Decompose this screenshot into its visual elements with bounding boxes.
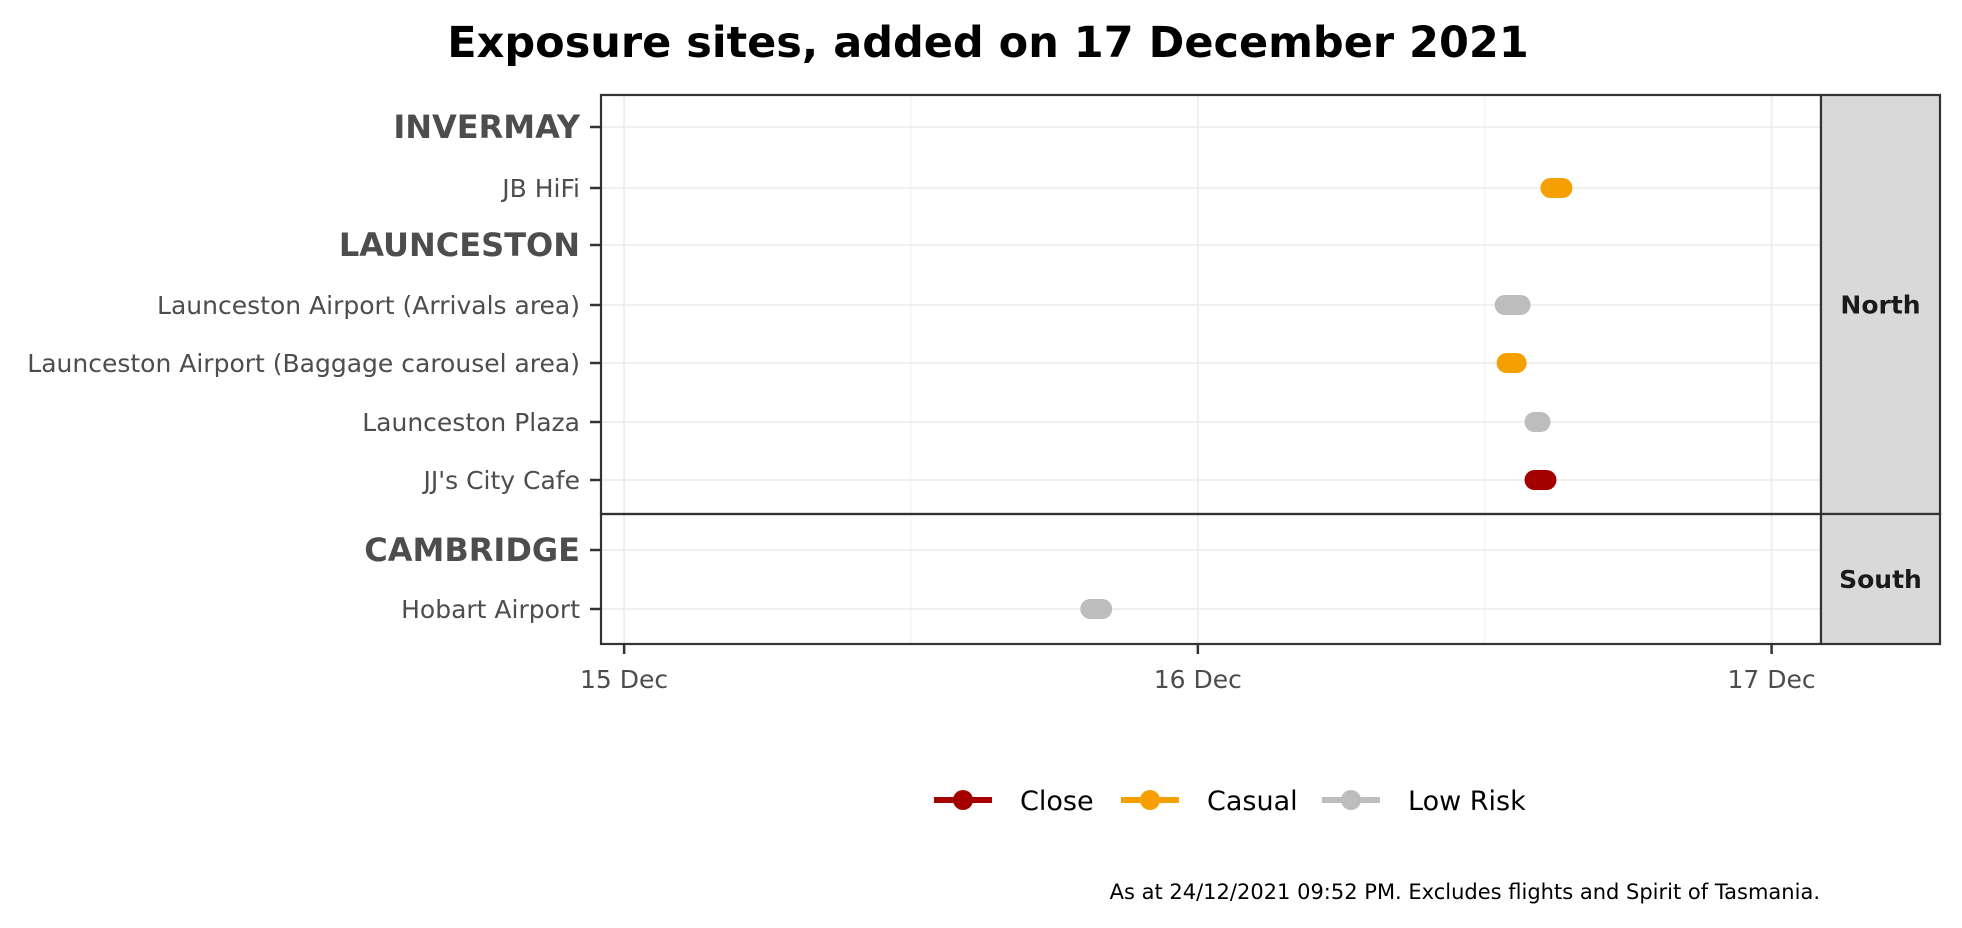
site-label-jb-hifi: JB HiFi [500, 174, 580, 203]
suburb-label-invermay: INVERMAY [393, 108, 581, 146]
facet-label-south: South [1839, 565, 1922, 594]
site-label-launceston-plaza: Launceston Plaza [362, 408, 580, 437]
y-axis: INVERMAY JB HiFi LAUNCESTON Launceston Airp… [27, 108, 600, 624]
legend-label-low-risk: Low Risk [1408, 786, 1526, 817]
legend-label-close: Close [1020, 786, 1094, 817]
facet-label-north: North [1840, 291, 1920, 320]
suburb-label-launceston: LAUNCESTON [339, 226, 580, 264]
site-label-launceston-airport-baggage-carousel-area: Launceston Airport (Baggage carousel are… [27, 349, 580, 378]
data-marks [1080, 178, 1573, 619]
legend-key-point-low-risk [1341, 790, 1361, 810]
facet-strip-south [1819, 512, 1942, 646]
chart-caption: As at 24/12/2021 09:52 PM. Excludes flig… [1110, 880, 1820, 904]
gridlines [601, 95, 1821, 644]
legend-key-point-casual [1140, 790, 1160, 810]
chart-title: Exposure sites, added on 17 December 202… [447, 18, 1528, 68]
legend: Close Casual Low Risk [934, 786, 1526, 817]
legend-label-casual: Casual [1207, 786, 1298, 817]
legend-key-point-close [953, 790, 973, 810]
x-tick-label-15-dec: 15 Dec [580, 665, 668, 694]
site-label-jj-s-city-cafe: JJ's City Cafe [422, 466, 581, 495]
x-tick-label-17-dec: 17 Dec [1728, 665, 1816, 694]
site-label-launceston-airport-arrivals-area: Launceston Airport (Arrivals area) [157, 291, 580, 320]
site-label-hobart-airport: Hobart Airport [401, 595, 580, 624]
suburb-label-cambridge: CAMBRIDGE [364, 531, 580, 569]
x-axis: 15 Dec 16 Dec 17 Dec [580, 645, 1816, 694]
x-tick-label-16-dec: 16 Dec [1154, 665, 1242, 694]
panels: North South [599, 93, 1942, 646]
